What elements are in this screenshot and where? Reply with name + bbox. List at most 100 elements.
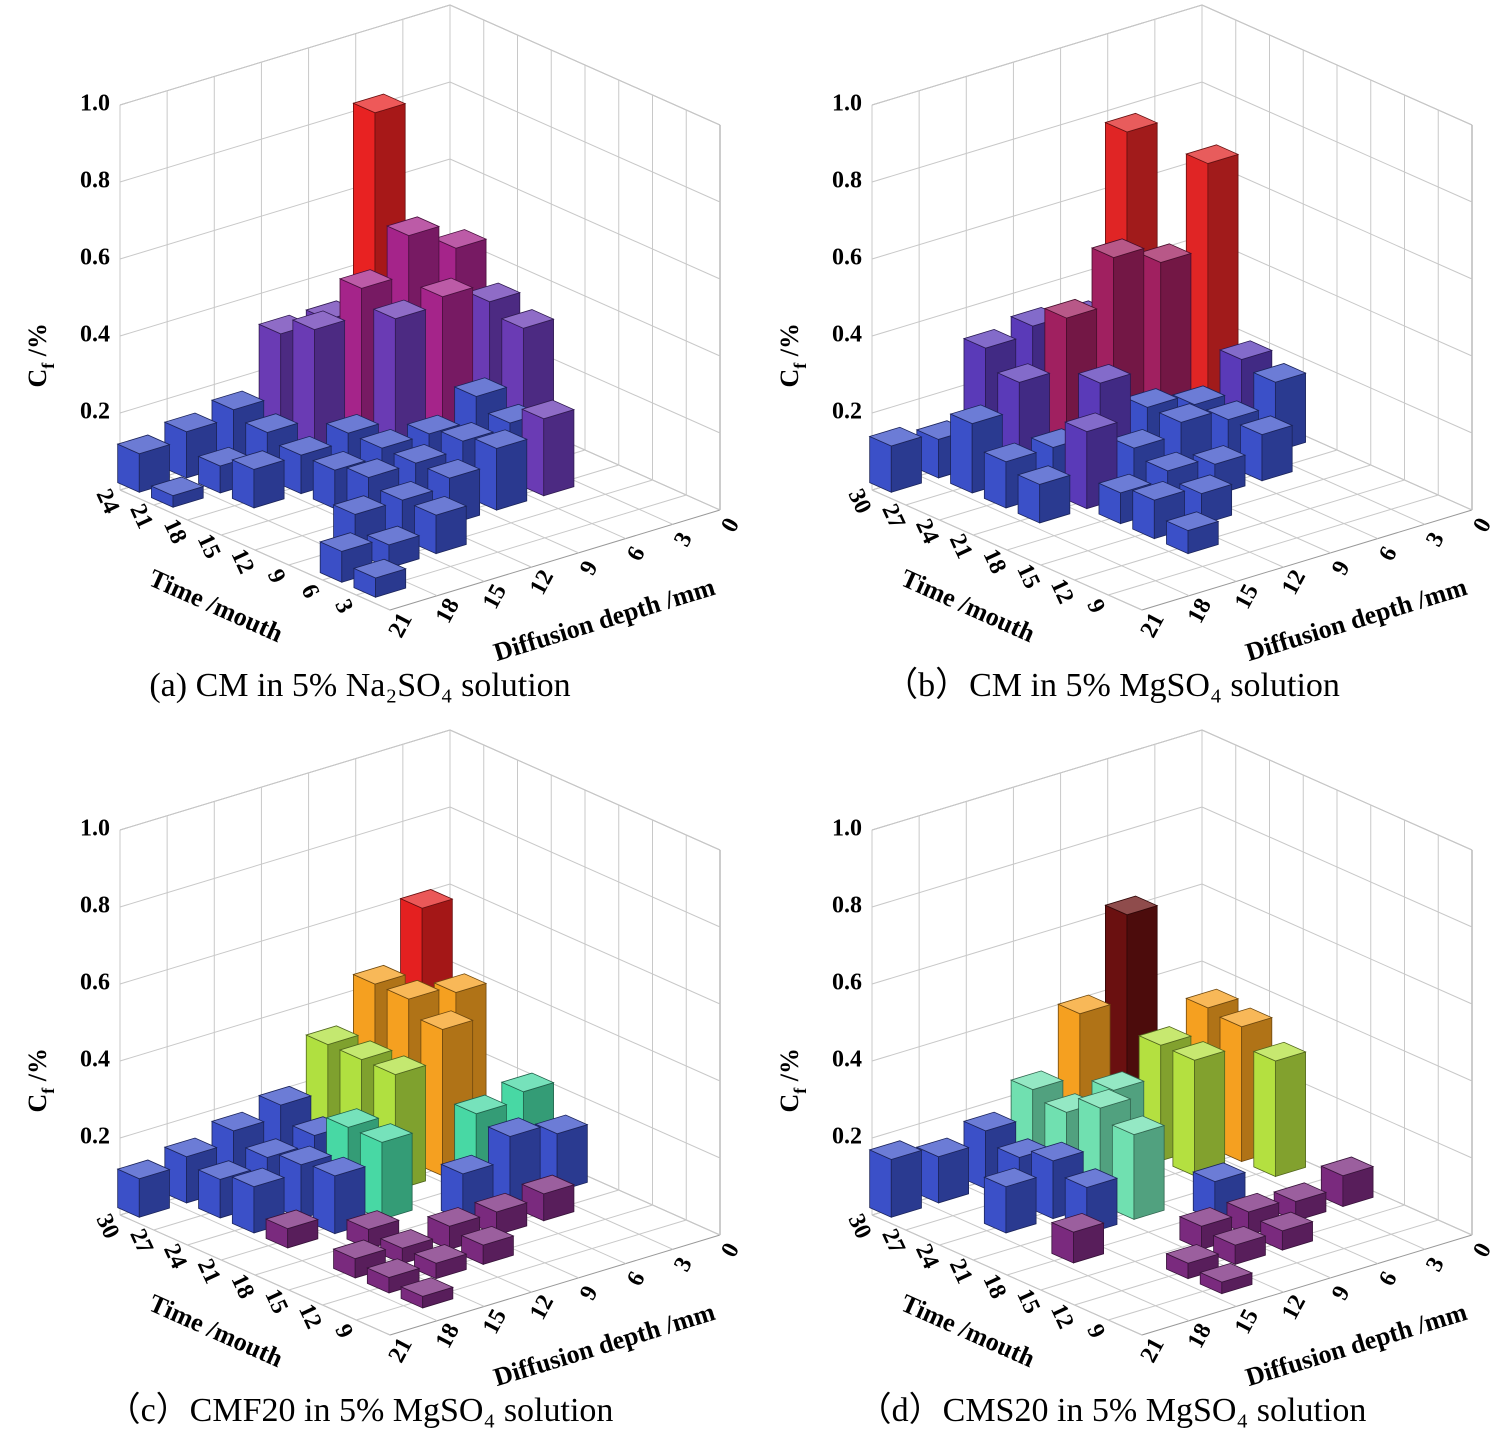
bar [440, 1154, 495, 1221]
frame-edge [389, 1234, 721, 1336]
bar-top [352, 93, 407, 114]
bar-top [460, 1225, 515, 1246]
y-tick-label: 6 [622, 542, 651, 565]
bar-top [1131, 480, 1186, 501]
bar-right-face [1133, 1124, 1165, 1220]
y-tick-label: 9 [575, 557, 604, 580]
bar-top [366, 525, 421, 546]
bar-top [1104, 895, 1159, 916]
bar [1185, 144, 1240, 423]
bar-top [332, 1239, 387, 1260]
bar-top [962, 1111, 1017, 1132]
bar-top [500, 1072, 555, 1093]
bar-top [197, 1160, 252, 1180]
bar [521, 399, 576, 497]
bar-top [1178, 474, 1233, 494]
frame-edge [1141, 509, 1473, 611]
y-tick-label: 6 [622, 1267, 651, 1290]
z-axis-title: Cf /% [775, 323, 810, 388]
y-tick-label: 12 [525, 566, 559, 599]
bar-top [386, 979, 441, 1000]
bar-top [325, 1108, 380, 1128]
bar-top [1205, 400, 1260, 421]
x-tick-label: 9 [1081, 595, 1110, 617]
grid-line [119, 4, 451, 106]
grid-line [871, 489, 1143, 611]
bar-top [1050, 1212, 1105, 1233]
bar-top [983, 1167, 1038, 1188]
bar-left-face [1253, 1050, 1276, 1178]
bar-top [264, 1209, 319, 1230]
bar [473, 429, 528, 511]
grid-line [918, 1200, 1190, 1322]
bar-top [116, 434, 171, 455]
bar-top [372, 299, 427, 320]
bar-top [352, 558, 407, 579]
grid-line [166, 1200, 438, 1322]
grid-line [356, 494, 687, 596]
bar-top [332, 495, 387, 515]
panel: 0.20.40.60.81.03691215182124036912151821… [23, 4, 745, 704]
bar-top [440, 422, 495, 442]
bar-left-face [1172, 1050, 1195, 1177]
z-tick-label: 0.2 [832, 1124, 862, 1150]
z-tick-label: 1.0 [832, 816, 862, 842]
bar-top [1124, 388, 1179, 408]
bar-top [150, 476, 205, 497]
bar-top [1165, 1244, 1220, 1264]
bar-top [366, 1258, 421, 1278]
bar [116, 1159, 171, 1218]
z-tick-label: 0.8 [832, 168, 862, 194]
bar-top [210, 1111, 265, 1132]
bar-top [116, 1159, 171, 1180]
bar-top [1064, 1168, 1119, 1188]
bar-top [473, 429, 528, 449]
z-tick-label: 0.4 [832, 1047, 862, 1073]
bar-top [1239, 415, 1294, 436]
bar [264, 1209, 319, 1249]
y-tick-label: 0 [716, 1239, 745, 1262]
bar-top [345, 1210, 400, 1230]
bar [1252, 1041, 1307, 1178]
bar-top [359, 429, 414, 449]
bar-top [868, 426, 923, 447]
y-tick-label: 12 [1277, 1291, 1311, 1324]
bar-top [399, 1277, 454, 1297]
bar [1239, 415, 1294, 482]
y-tick-label: 15 [1230, 1305, 1264, 1338]
y-tick-label: 18 [1183, 594, 1217, 627]
bar [1165, 1244, 1220, 1280]
grid-line [356, 1219, 687, 1321]
bar-right-face [938, 1147, 970, 1204]
y-tick-label: 21 [384, 1334, 418, 1367]
bar-left-face [950, 413, 973, 494]
grid-line [1108, 494, 1439, 596]
caption: （b）CM in 5% MgSO₄ solution [884, 666, 1340, 704]
bar-top [386, 216, 441, 237]
grid-line [871, 4, 1203, 106]
bar-top [426, 1207, 481, 1227]
bar-top [1158, 403, 1213, 423]
x-tick-label: 6 [296, 580, 325, 602]
bar-top [1016, 465, 1071, 485]
bar [1199, 1262, 1254, 1295]
bar [868, 426, 923, 493]
bar-top [278, 1145, 333, 1166]
bar-top [231, 1167, 286, 1188]
bar-top [868, 1140, 923, 1160]
z-axis-title-part: f [790, 1087, 810, 1094]
bar-top [1178, 1207, 1233, 1227]
bar-top [1273, 1182, 1328, 1202]
frame-edge [1141, 1234, 1473, 1336]
bar-top [210, 390, 265, 411]
z-axis-title-part: f [38, 362, 58, 369]
z-axis-title: Cf /% [23, 323, 58, 388]
y-tick-label: 21 [1136, 609, 1170, 642]
y-tick-label: 21 [384, 609, 418, 642]
bar-top [1259, 1211, 1314, 1232]
y-tick-label: 0 [1468, 1239, 1497, 1262]
y-tick-label: 15 [1230, 580, 1264, 613]
grid-line [119, 806, 451, 908]
y-tick-label: 12 [1277, 566, 1311, 599]
